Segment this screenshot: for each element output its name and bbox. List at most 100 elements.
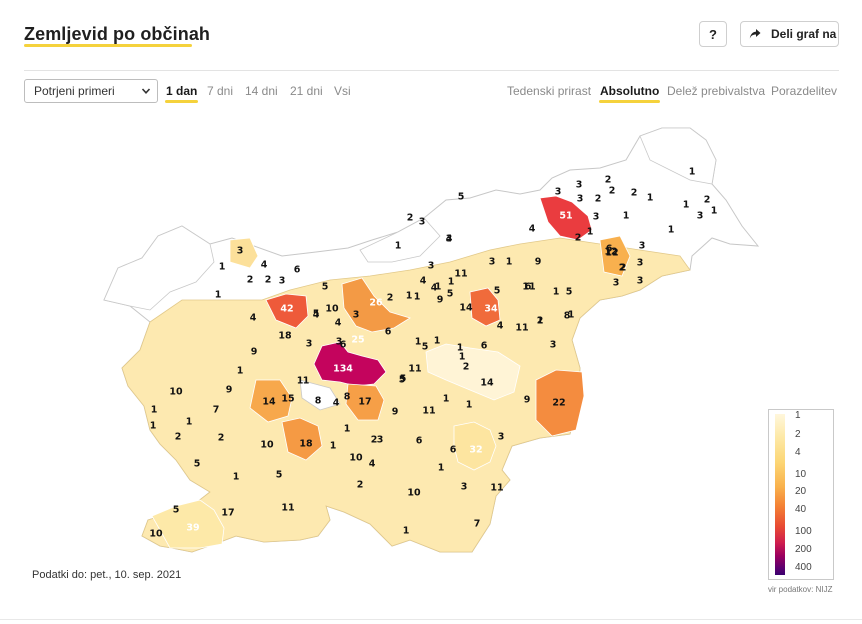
tab-mode-share[interactable]: Delež prebivalstva xyxy=(667,84,766,98)
legend-tick: 1 xyxy=(795,410,801,421)
municipality-count-label: 5 xyxy=(276,470,283,481)
municipality-count-label: 2 xyxy=(371,435,378,446)
municipality-count-label: 2 xyxy=(631,188,638,199)
legend-tick: 200 xyxy=(795,544,812,555)
municipality-no-data[interactable] xyxy=(103,225,215,311)
municipality-region[interactable] xyxy=(313,341,387,387)
municipality-region[interactable] xyxy=(151,499,225,549)
municipality-count-label: 4 xyxy=(497,321,504,332)
municipality-count-label: 5 xyxy=(313,309,320,320)
municipality-count-label: 9 xyxy=(251,347,258,358)
municipality-count-label: 17 xyxy=(221,508,234,519)
municipality-count-label: 4 xyxy=(431,283,438,294)
municipality-count-label: 1 xyxy=(438,463,445,474)
municipality-count-label: 6 xyxy=(450,445,457,456)
municipality-count-label: 1 xyxy=(568,310,575,321)
municipality-count-label: 2 xyxy=(387,293,394,304)
municipality-count-label: 9 xyxy=(437,295,444,306)
municipality-count-label: 1 xyxy=(711,206,718,217)
municipality-count-label: 4 xyxy=(335,318,342,329)
municipality-count-label: 5 xyxy=(566,287,573,298)
municipality-region[interactable] xyxy=(341,277,411,333)
municipality-count-label: 2 xyxy=(537,316,544,327)
municipality-count-label: 10 xyxy=(325,304,339,315)
municipality-count-label: 51 xyxy=(559,211,572,222)
municipality-count-label: 10 xyxy=(169,387,183,398)
municipality-count-label: 4 xyxy=(333,398,340,409)
municipality-count-label: 8 xyxy=(344,392,351,403)
data-source: vir podatkov: NIJZ xyxy=(768,585,833,594)
municipality-count-label: 39 xyxy=(186,523,199,534)
municipality-region[interactable] xyxy=(265,293,309,329)
municipality-region[interactable] xyxy=(229,237,259,269)
tab-period-all[interactable]: Vsi xyxy=(334,84,351,98)
municipality-count-label: 32 xyxy=(469,445,482,456)
municipality-count-label: 5 xyxy=(194,459,201,470)
municipality-count-label: 5 xyxy=(399,375,406,386)
municipality-count-label: 1 xyxy=(403,526,410,537)
municipality-count-label: 25 xyxy=(351,335,364,346)
municipality-region[interactable] xyxy=(535,369,585,437)
municipality-count-label: 1 xyxy=(215,290,222,301)
tab-period-7[interactable]: 7 dni xyxy=(207,84,234,98)
municipality-count-label: 3 xyxy=(377,435,384,446)
municipality-region[interactable] xyxy=(539,195,593,241)
metric-select[interactable]: Potrjeni primeri xyxy=(24,79,158,103)
municipality-region[interactable] xyxy=(281,417,323,461)
municipality-no-data[interactable] xyxy=(639,127,717,185)
municipality-count-label: 2 xyxy=(704,195,711,206)
municipality-count-label: 22 xyxy=(552,398,565,409)
municipality-count-label: 5 xyxy=(173,505,180,516)
municipality-count-label: 6 xyxy=(340,340,347,351)
municipality-no-data[interactable] xyxy=(359,217,441,263)
municipality-count-label: 3 xyxy=(593,212,600,223)
tab-mode-weekly[interactable]: Tedenski prirast xyxy=(507,84,592,98)
municipality-count-label: 3 xyxy=(697,211,704,222)
municipality-count-label: 1 xyxy=(219,262,226,273)
municipality-count-label: 3 xyxy=(555,187,562,198)
municipality-region[interactable] xyxy=(249,379,293,423)
municipality-count-label: 1 xyxy=(237,366,244,377)
municipality-count-label: 1 xyxy=(457,343,464,354)
municipality-count-label: 1 xyxy=(537,316,544,327)
municipality-count-label: 26 xyxy=(369,298,383,309)
municipality-count-label: 1 xyxy=(150,421,157,432)
municipality-count-label: 1 xyxy=(689,167,696,178)
share-icon xyxy=(749,29,761,39)
municipality-count-label: 3 xyxy=(577,194,584,205)
municipality-count-label: 3 xyxy=(550,340,557,351)
municipality-count-label: 12 xyxy=(604,247,617,258)
municipality-region[interactable] xyxy=(469,287,501,327)
municipality-region[interactable] xyxy=(425,343,521,401)
metric-select-value: Potrjeni primeri xyxy=(34,84,115,98)
municipality-count-label: 1 xyxy=(668,225,675,236)
municipality-count-label: 10 xyxy=(349,453,363,464)
tab-period-14[interactable]: 14 dni xyxy=(245,84,278,98)
tab-mode-distribution[interactable]: Porazdelitev xyxy=(771,84,838,98)
municipality-count-label: 42 xyxy=(280,304,293,315)
municipality-count-label: 1 xyxy=(647,193,654,204)
municipality-count-label: 3 xyxy=(306,339,313,350)
municipality-count-label: 9 xyxy=(226,385,233,396)
share-button[interactable]: Deli graf na xyxy=(740,21,839,47)
municipality-count-label: 2 xyxy=(463,362,470,373)
tab-mode-absolute[interactable]: Absolutno xyxy=(598,84,661,103)
tab-period-1[interactable]: 1 dan xyxy=(164,84,199,103)
municipality-count-label: 15 xyxy=(281,394,294,405)
municipality-region[interactable] xyxy=(345,383,385,421)
municipality-no-data[interactable] xyxy=(299,379,341,411)
municipality-count-label: 3 xyxy=(419,217,426,228)
municipality-count-label: 134 xyxy=(333,364,353,375)
municipality-region[interactable] xyxy=(453,421,497,471)
municipality-region[interactable] xyxy=(599,235,631,277)
municipality-count-label: 3 xyxy=(461,482,468,493)
legend-tick: 400 xyxy=(795,562,812,573)
municipality-count-label: 3 xyxy=(637,258,644,269)
municipality-count-label: 5 xyxy=(447,289,454,300)
municipality-count-label: 4 xyxy=(369,459,376,470)
tab-period-21[interactable]: 21 dni xyxy=(290,84,323,98)
help-button[interactable]: ? xyxy=(699,21,727,47)
municipality-count-label: 5 xyxy=(494,286,501,297)
municipality-count-label: 11 xyxy=(454,269,467,280)
